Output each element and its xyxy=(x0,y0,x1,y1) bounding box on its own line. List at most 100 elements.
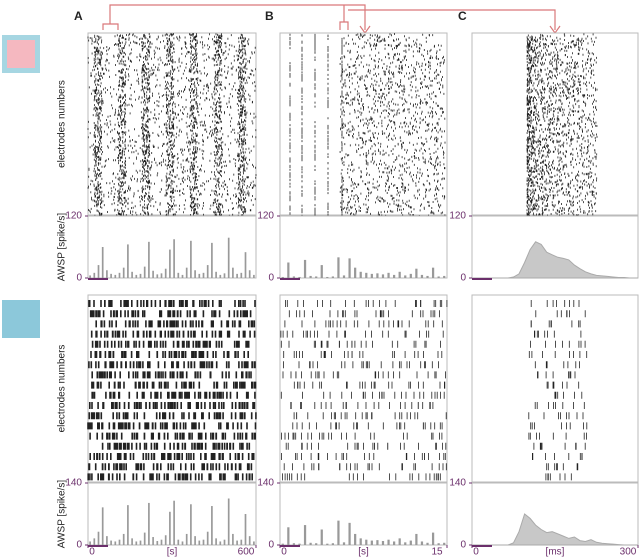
rate-bar xyxy=(181,541,184,545)
rate-bar xyxy=(292,276,296,278)
rate-bar xyxy=(393,541,396,545)
y-axis-label: AWSP [spike/s] xyxy=(57,213,68,282)
rate-bar xyxy=(139,540,142,545)
rate-bar xyxy=(415,533,418,545)
y-tick-label: 140 xyxy=(65,478,82,489)
rate-bar xyxy=(244,252,247,278)
rate-bar xyxy=(415,268,418,278)
rate-bar xyxy=(443,542,446,545)
rate-bar xyxy=(398,538,401,545)
rate-bar xyxy=(169,249,171,278)
raster-spikes xyxy=(280,300,448,481)
rate-bar xyxy=(376,273,379,278)
rate-bar xyxy=(348,258,351,278)
rate-bar xyxy=(110,273,112,278)
rate-bar xyxy=(431,267,435,278)
rate-bar xyxy=(393,274,396,278)
rate-bar xyxy=(365,539,368,545)
rate-bar xyxy=(106,536,108,545)
rate-bar xyxy=(248,536,251,545)
rate-bar xyxy=(118,539,121,545)
rate-bar xyxy=(135,541,138,545)
y-tick-label: 0 xyxy=(268,273,274,284)
rate-bar xyxy=(177,272,180,278)
rate-bar xyxy=(93,272,96,278)
y-tick-label: 120 xyxy=(257,211,274,222)
x-tick-label: 15 xyxy=(431,547,443,558)
rate-bar xyxy=(164,268,167,278)
rate-bar xyxy=(326,276,329,278)
rate-bar xyxy=(148,241,150,278)
rate-bar xyxy=(160,273,163,278)
rate-bar xyxy=(248,270,251,278)
rate-bar xyxy=(315,543,318,545)
panel-label: B xyxy=(265,9,274,23)
rate-bar xyxy=(139,273,142,278)
rate-bar xyxy=(131,271,133,278)
rate-bar xyxy=(122,267,125,278)
rate-bar xyxy=(409,540,412,545)
raster-spikes xyxy=(87,33,257,217)
y-axis-label: AWSP [spike/s] xyxy=(57,480,68,549)
rate-frame xyxy=(87,482,257,546)
rate-bar xyxy=(227,498,230,545)
rate-bar xyxy=(320,529,323,545)
rate-bar xyxy=(190,240,192,278)
rate-bar xyxy=(309,542,312,545)
panel-label: C xyxy=(458,9,467,23)
x-axis-label: [ms] xyxy=(546,547,565,558)
rate-bar xyxy=(354,267,357,278)
rate-bar xyxy=(326,543,329,545)
rate-bar xyxy=(185,533,188,545)
x-axis-label: [s] xyxy=(167,547,178,558)
rate-bar xyxy=(240,539,243,545)
rate-bar xyxy=(404,275,407,278)
rate-bar xyxy=(114,274,117,278)
rate-bar xyxy=(114,541,117,545)
rate-bar xyxy=(232,267,234,278)
rate-bar xyxy=(287,527,290,545)
x-tick-label: 300 xyxy=(620,547,637,558)
rate-bar xyxy=(206,531,209,545)
raster-frame xyxy=(279,294,448,483)
rate-bar xyxy=(101,247,104,278)
rate-bar xyxy=(219,274,222,278)
rate-bar xyxy=(127,505,129,545)
rate-bar xyxy=(211,242,213,278)
rate-bar xyxy=(135,274,138,278)
rate-bar xyxy=(303,259,307,278)
y-tick-label: 0 xyxy=(76,540,82,551)
rate-bar xyxy=(106,270,108,278)
rate-bar xyxy=(292,543,296,545)
x-tick-label: 0 xyxy=(89,547,95,558)
rate-bar xyxy=(101,507,104,545)
rate-bar xyxy=(387,272,390,278)
rate-bar xyxy=(169,511,171,545)
y-axis-label: electrodes numbers xyxy=(57,80,68,168)
y-tick-label: 0 xyxy=(460,273,466,284)
rate-bar xyxy=(426,275,429,278)
raster-frame xyxy=(471,32,639,216)
rate-bar xyxy=(359,538,362,545)
rate-bar xyxy=(315,276,318,278)
rate-bar xyxy=(143,266,146,278)
rate-bar xyxy=(342,542,346,545)
rate-bar xyxy=(215,538,217,545)
x-tick-label: 0 xyxy=(281,547,287,558)
rate-bar xyxy=(156,274,159,278)
rate-bar xyxy=(298,276,301,278)
rate-bar xyxy=(281,276,284,278)
rate-bar xyxy=(431,532,435,545)
rate-bar xyxy=(152,537,154,545)
rate-bar xyxy=(240,272,243,278)
rate-bar xyxy=(156,541,159,545)
rate-bar xyxy=(194,270,196,278)
rate-bar xyxy=(202,272,205,278)
rate-bar xyxy=(190,504,192,545)
rate-bar xyxy=(211,506,213,545)
rate-bar xyxy=(206,265,209,278)
y-axis-label: electrodes numbers xyxy=(57,345,68,433)
rate-bar xyxy=(202,539,205,545)
rate-bar xyxy=(381,274,385,278)
rate-bar xyxy=(331,543,334,545)
